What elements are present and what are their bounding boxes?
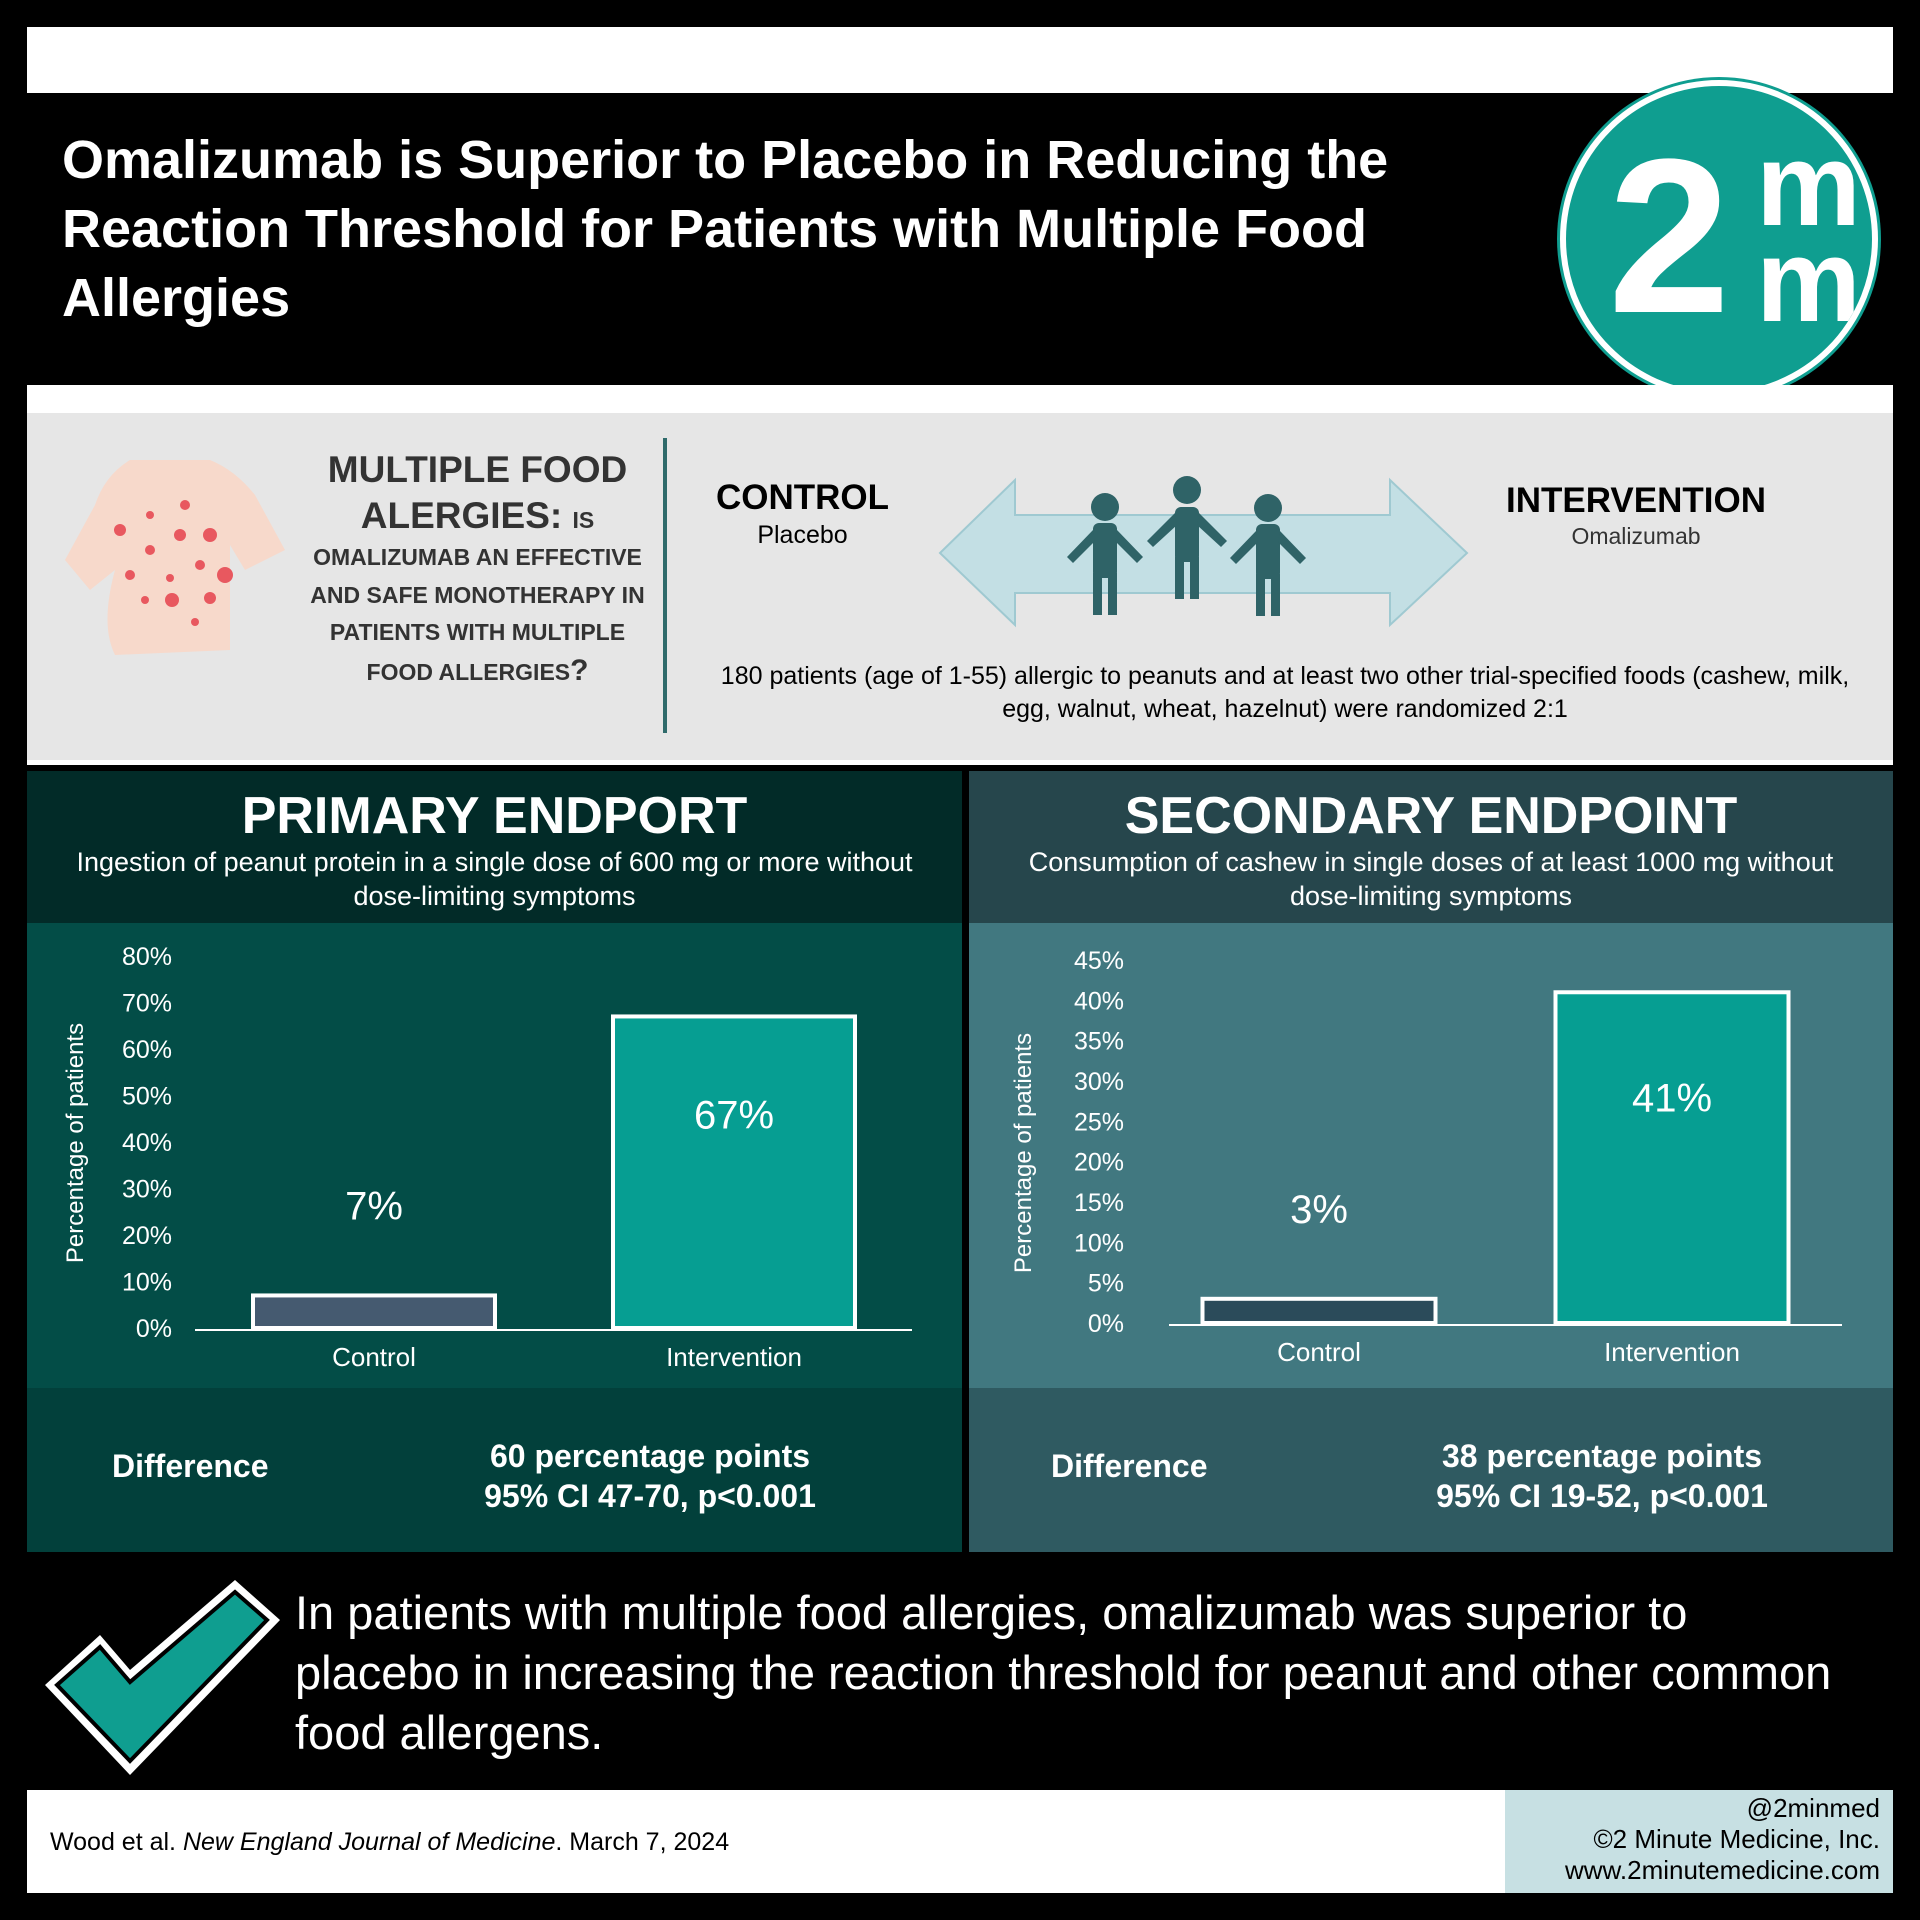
rash-shirt-icon bbox=[65, 460, 285, 655]
primary-difference-ci: 95% CI 47-70, p<0.001 bbox=[484, 1478, 816, 1514]
primary-title: PRIMARY ENDPORT bbox=[241, 787, 748, 845]
secondary-difference-box: Difference 38 percentage points 95% CI 1… bbox=[969, 1388, 1893, 1552]
primary-difference-value: 60 percentage points 95% CI 47-70, p<0.0… bbox=[420, 1436, 880, 1516]
control-label: CONTROL bbox=[715, 478, 890, 517]
intervention-label: INTERVENTION bbox=[1506, 481, 1766, 520]
bar-data-label: 7% bbox=[345, 1184, 403, 1228]
y-tick-label: 0% bbox=[1088, 1310, 1124, 1338]
question-is-text: IS bbox=[572, 507, 595, 533]
y-tick-label: 50% bbox=[122, 1083, 172, 1111]
2mm-logo: 2 m m TM bbox=[1560, 80, 1878, 398]
secondary-header: SECONDARY ENDPOINT Consumption of cashew… bbox=[969, 771, 1893, 923]
y-tick-label: 15% bbox=[1074, 1189, 1124, 1217]
x-category-label: Control bbox=[1277, 1337, 1361, 1367]
secondary-endpoint-panel: SECONDARY ENDPOINT Consumption of cashew… bbox=[969, 771, 1893, 1552]
design-description: 180 patients (age of 1-55) allergic to p… bbox=[720, 662, 1850, 723]
conclusion-panel bbox=[105, 1562, 1893, 1788]
primary-chart-area: 0% 10% 20% 30% 40% 50% 60% 70% 80% Percentage of … bbox=[27, 923, 962, 1388]
y-tick-label: 30% bbox=[122, 1176, 172, 1204]
footer-credit-box bbox=[1505, 1790, 1893, 1893]
intervention-sublabel: Omalizumab bbox=[1571, 523, 1701, 549]
secondary-difference-points: 38 percentage points bbox=[1441, 1438, 1763, 1474]
intervention-bar bbox=[1553, 990, 1791, 1326]
control-bar bbox=[251, 1293, 497, 1331]
y-tick-label: 5% bbox=[1088, 1270, 1124, 1298]
control-bar bbox=[1200, 1296, 1438, 1325]
double-arrow-icon bbox=[938, 476, 1469, 628]
secondary-description: Consumption of cashew in single doses of… bbox=[1028, 847, 1834, 911]
primary-description: Ingestion of peanut protein in a single … bbox=[76, 847, 913, 911]
y-tick-label: 0% bbox=[136, 1315, 172, 1343]
logo-number: 2 bbox=[1608, 113, 1730, 359]
x-category-label: Intervention bbox=[1604, 1337, 1740, 1367]
primary-difference-box: Difference 60 percentage points 95% CI 4… bbox=[27, 1388, 962, 1552]
bar-data-label: 3% bbox=[1290, 1188, 1348, 1232]
y-axis-label: Percentage of patients bbox=[1010, 1033, 1037, 1273]
y-tick-label: 70% bbox=[122, 990, 172, 1018]
question-body-text: OMALIZUMAB AN EFFECTIVE AND SAFE MONOTHE… bbox=[310, 544, 645, 685]
y-axis-label: Percentage of patients bbox=[62, 1023, 89, 1263]
logo-letter-top: m bbox=[1756, 119, 1861, 251]
y-tick-label: 10% bbox=[122, 1269, 172, 1297]
control-sublabel: Placebo bbox=[757, 521, 848, 549]
y-tick-label: 80% bbox=[122, 943, 172, 971]
study-design-panel bbox=[27, 413, 1893, 760]
checkmark-icon bbox=[45, 1580, 280, 1775]
y-tick-label: 45% bbox=[1074, 947, 1124, 975]
secondary-chart-area: 0% 5% 10% 15% 20% 25% 30% 35% 40% 45% Percentage o… bbox=[969, 923, 1893, 1388]
bar-data-label: 41% bbox=[1632, 1076, 1712, 1120]
x-category-label: Intervention bbox=[666, 1342, 802, 1372]
secondary-bar-chart: 0% 5% 10% 15% 20% 25% 30% 35% 40% 45% Percentage o… bbox=[1010, 947, 1842, 1367]
citation-journal: New England Journal of Medicine bbox=[182, 1828, 556, 1856]
primary-difference-points: 60 percentage points bbox=[489, 1438, 811, 1474]
primary-endpoint-panel: PRIMARY ENDPORT Ingestion of peanut prot… bbox=[27, 771, 962, 1552]
people-icon bbox=[1067, 476, 1306, 616]
conclusion-text: In patients with multiple food allergies… bbox=[295, 1586, 1832, 1759]
footer-bar bbox=[27, 1790, 1505, 1893]
y-tick-label: 30% bbox=[1074, 1068, 1124, 1096]
x-category-label: Control bbox=[332, 1342, 416, 1372]
secondary-difference-value: 38 percentage points 95% CI 19-52, p<0.0… bbox=[1372, 1436, 1832, 1516]
page-title: Omalizumab is Superior to Placebo in Red… bbox=[62, 130, 1389, 328]
question-heading-text: MULTIPLE FOOD ALERGIES: bbox=[327, 449, 628, 536]
question-mark: ? bbox=[570, 653, 589, 687]
logo-letter-bottom: m bbox=[1756, 215, 1861, 347]
secondary-title: SECONDARY ENDPOINT bbox=[1124, 787, 1738, 845]
primary-bar-chart: 0% 10% 20% 30% 40% 50% 60% 70% 80% Percentage of … bbox=[62, 943, 912, 1372]
top-strip bbox=[27, 27, 1893, 93]
y-tick-label: 25% bbox=[1074, 1108, 1124, 1136]
citation-authors: Wood et al. bbox=[50, 1828, 183, 1856]
secondary-difference-label: Difference bbox=[1051, 1448, 1208, 1484]
secondary-difference-ci: 95% CI 19-52, p<0.001 bbox=[1436, 1478, 1768, 1514]
bar-data-label: 67% bbox=[694, 1094, 774, 1138]
citation-date: . March 7, 2024 bbox=[555, 1828, 730, 1856]
y-tick-label: 35% bbox=[1074, 1028, 1124, 1056]
y-tick-label: 20% bbox=[122, 1222, 172, 1250]
logo-trademark: TM bbox=[1854, 156, 1870, 168]
y-tick-label: 60% bbox=[122, 1036, 172, 1064]
question-body: OMALIZUMAB AN EFFECTIVE AND SAFE MONOTHE… bbox=[300, 539, 655, 691]
footer-copyright: ©2 Minute Medicine, Inc. bbox=[1593, 1824, 1880, 1854]
y-tick-label: 40% bbox=[122, 1129, 172, 1157]
primary-difference-label: Difference bbox=[112, 1448, 269, 1484]
y-tick-label: 10% bbox=[1074, 1229, 1124, 1257]
footer-handle[interactable]: @2minmed bbox=[1746, 1793, 1880, 1823]
intervention-bar bbox=[611, 1014, 857, 1330]
y-tick-label: 20% bbox=[1074, 1149, 1124, 1177]
footer-website[interactable]: www.2minutemedicine.com bbox=[1564, 1855, 1880, 1885]
citation: Wood et al. New England Journal of Medic… bbox=[50, 1828, 729, 1857]
question-heading: MULTIPLE FOOD ALERGIES: IS bbox=[300, 447, 655, 543]
primary-header: PRIMARY ENDPORT Ingestion of peanut prot… bbox=[27, 771, 962, 923]
y-tick-label: 40% bbox=[1074, 987, 1124, 1015]
vertical-divider bbox=[663, 438, 667, 733]
